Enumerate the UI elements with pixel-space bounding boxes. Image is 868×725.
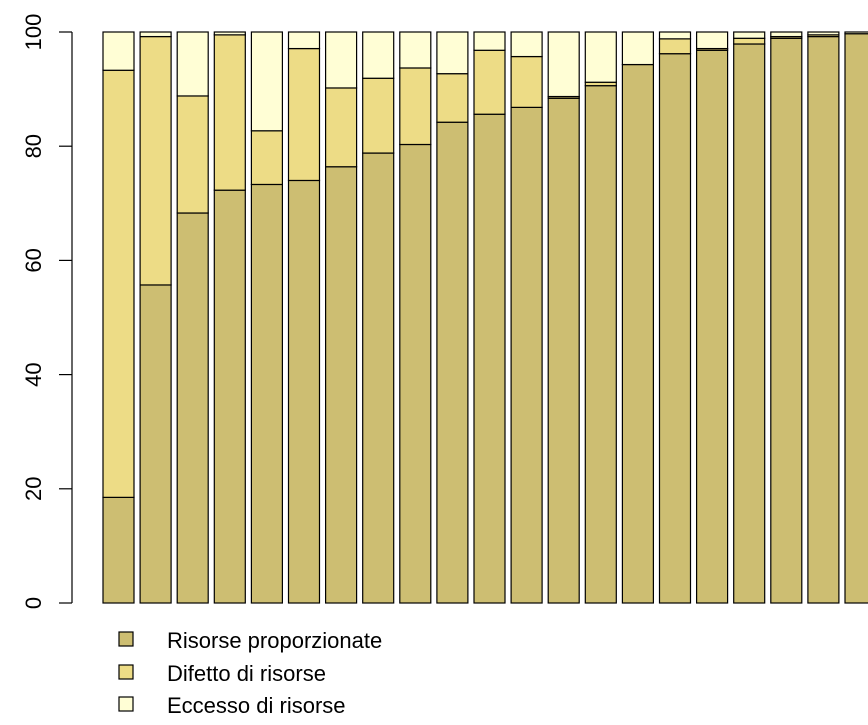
- bar-segment-eccesso: [213, 31, 246, 36]
- bar-segment-eccesso: [176, 31, 209, 97]
- bar-stack: [176, 31, 209, 604]
- bar-segment-eccesso: [547, 31, 580, 98]
- legend-label-eccesso: Eccesso di risorse: [167, 693, 346, 718]
- bar-stack: [102, 31, 135, 604]
- bar-stack: [399, 31, 432, 604]
- bar-segment-risorse: [287, 179, 321, 604]
- bar-segment-eccesso: [510, 31, 543, 58]
- bar-segment-eccesso: [473, 31, 506, 51]
- legend-item-risorse: Risorse proporzionate: [118, 628, 382, 653]
- bar-segment-difetto: [250, 130, 283, 186]
- bar-segment-eccesso: [139, 31, 172, 38]
- bar-segment-risorse: [139, 284, 172, 604]
- bar-segment-risorse: [436, 121, 469, 604]
- legend-item-eccesso: Eccesso di risorse: [118, 693, 346, 718]
- bar-segment-difetto: [399, 67, 432, 146]
- bar-segment-difetto: [176, 95, 209, 214]
- bar-segment-risorse: [770, 37, 803, 604]
- bar-stack: [510, 31, 543, 604]
- bar-segment-risorse: [658, 53, 692, 604]
- bar-segment-risorse: [733, 43, 766, 604]
- bar-segment-eccesso: [584, 31, 617, 83]
- bar-segment-eccesso: [621, 31, 655, 66]
- bar-segment-risorse: [325, 166, 358, 604]
- bar-segment-risorse: [473, 113, 506, 604]
- y-tick-label: 0: [21, 597, 46, 609]
- legend-swatch-eccesso: [118, 696, 134, 712]
- bar-segment-difetto: [213, 34, 246, 191]
- bar-segment-risorse: [844, 33, 868, 604]
- bar-segment-eccesso: [399, 31, 432, 69]
- bar-stack: [695, 31, 729, 604]
- bar-stack: [770, 31, 803, 604]
- bar-segment-difetto: [102, 69, 135, 498]
- bar-stack: [250, 31, 283, 604]
- bar-segment-eccesso: [807, 31, 840, 36]
- bar-stack: [287, 31, 321, 604]
- bar-segment-risorse: [213, 189, 246, 604]
- bar-segment-difetto: [473, 49, 506, 115]
- bar-stack: [733, 31, 766, 604]
- bar-segment-eccesso: [325, 31, 358, 89]
- bar-segment-risorse: [584, 85, 617, 604]
- y-tick-label: 60: [21, 248, 46, 272]
- y-tick-label: 40: [21, 362, 46, 386]
- bar-segment-difetto: [733, 37, 766, 45]
- bar-stack: [325, 31, 358, 604]
- y-tick-label: 80: [21, 134, 46, 158]
- bar-segment-difetto: [287, 47, 321, 182]
- bar-segment-risorse: [362, 152, 395, 604]
- bar-segment-eccesso: [695, 31, 729, 50]
- bar-segment-eccesso: [362, 31, 395, 79]
- bar-stack: [807, 31, 840, 604]
- bar-segment-difetto: [510, 55, 543, 108]
- legend: Risorse proporzionate Difetto di risorse…: [118, 628, 382, 718]
- bar-segment-eccesso: [658, 31, 692, 40]
- bar-segment-eccesso: [102, 31, 135, 71]
- bar-stack: [658, 31, 692, 604]
- legend-swatch-risorse: [118, 631, 134, 647]
- legend-label-risorse: Risorse proporzionate: [167, 628, 382, 653]
- bar-stack: [362, 31, 395, 604]
- bar-stack: [584, 31, 617, 604]
- bar-segment-eccesso: [287, 31, 321, 50]
- bar-segment-eccesso: [733, 31, 766, 39]
- bar-segment-eccesso: [770, 31, 803, 38]
- bar-segment-risorse: [510, 106, 543, 604]
- bar-stack: [621, 31, 655, 604]
- bar-segment-difetto: [436, 73, 469, 123]
- bar-segment-eccesso: [844, 31, 868, 35]
- bar-segment-difetto: [362, 77, 395, 154]
- legend-label-difetto: Difetto di risorse: [167, 661, 326, 686]
- y-tick-label: 100: [21, 14, 46, 51]
- bar-segment-risorse: [250, 183, 283, 604]
- bar-stack: [547, 31, 580, 604]
- legend-item-difetto: Difetto di risorse: [118, 661, 326, 686]
- bar-segment-eccesso: [436, 31, 469, 75]
- bar-segment-difetto: [139, 35, 172, 286]
- bar-stack: [844, 31, 868, 604]
- bar-segment-eccesso: [250, 31, 283, 132]
- y-axis: 0 20 40 60 80 100: [21, 14, 73, 609]
- bar-segment-risorse: [695, 49, 729, 604]
- bar-stack: [213, 31, 246, 604]
- bar-segment-difetto: [658, 38, 692, 55]
- bar-segment-risorse: [621, 63, 655, 604]
- bar-segment-risorse: [807, 35, 840, 604]
- y-tick-label: 20: [21, 477, 46, 501]
- bar-segment-risorse: [102, 496, 135, 604]
- bar-area: [102, 31, 868, 604]
- bar-stack: [139, 31, 172, 604]
- bar-segment-risorse: [399, 143, 432, 604]
- legend-swatch-difetto: [118, 664, 134, 680]
- bar-segment-risorse: [547, 97, 580, 604]
- bar-stack: [436, 31, 469, 604]
- bar-stack: [473, 31, 506, 604]
- bar-segment-difetto: [325, 87, 358, 168]
- bar-segment-risorse: [176, 212, 209, 604]
